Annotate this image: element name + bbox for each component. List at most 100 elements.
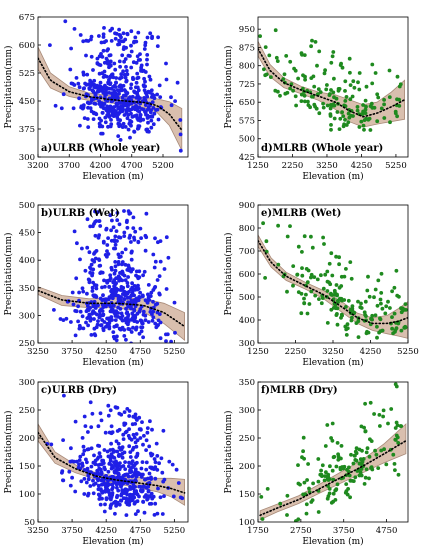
data-point xyxy=(78,257,82,262)
data-point xyxy=(116,305,120,310)
data-point xyxy=(375,335,379,340)
data-point xyxy=(115,211,120,215)
data-point xyxy=(122,209,126,213)
data-point xyxy=(355,469,360,473)
data-point xyxy=(124,320,129,325)
data-point xyxy=(350,94,355,99)
data-point xyxy=(178,132,183,137)
data-point xyxy=(325,279,330,284)
data-point xyxy=(311,74,316,79)
data-point xyxy=(120,250,125,255)
y-axis-label: Precipitation(mm) xyxy=(223,410,234,493)
data-point xyxy=(152,457,157,461)
data-point xyxy=(124,110,129,114)
data-point xyxy=(330,421,335,426)
data-point xyxy=(311,481,315,486)
data-point xyxy=(402,326,407,330)
data-point xyxy=(344,327,349,332)
data-point xyxy=(320,463,325,468)
y-tick-label: 50 xyxy=(24,518,35,528)
data-point xyxy=(114,338,119,343)
data-point xyxy=(325,103,330,108)
y-tick-label: 200 xyxy=(239,462,255,472)
data-point xyxy=(131,432,136,437)
data-point xyxy=(165,332,170,337)
data-point xyxy=(362,118,367,122)
data-point xyxy=(61,92,66,97)
data-point xyxy=(373,71,378,75)
data-point xyxy=(122,230,127,235)
data-point xyxy=(78,123,82,128)
data-point xyxy=(99,307,103,312)
data-point xyxy=(178,118,183,122)
y-tick-label: 800 xyxy=(239,62,255,72)
data-point xyxy=(86,315,91,319)
data-point xyxy=(94,112,99,117)
data-point xyxy=(394,420,399,425)
data-point xyxy=(259,495,264,499)
data-point xyxy=(351,461,356,466)
data-point xyxy=(132,489,137,494)
data-point xyxy=(386,421,390,426)
data-point xyxy=(331,455,336,460)
data-point xyxy=(138,58,143,62)
data-point xyxy=(155,92,160,97)
data-point xyxy=(379,301,383,306)
data-point xyxy=(155,107,160,112)
data-point xyxy=(149,501,154,506)
data-point xyxy=(80,314,85,319)
data-point xyxy=(129,461,134,466)
data-point xyxy=(123,125,128,129)
data-point xyxy=(105,449,110,454)
data-point xyxy=(301,435,306,440)
data-point xyxy=(112,246,116,251)
x-tick-label: 3250 xyxy=(27,347,49,357)
data-point xyxy=(78,33,83,37)
data-point xyxy=(100,318,104,322)
data-point xyxy=(101,293,105,298)
data-point xyxy=(109,466,114,471)
data-point xyxy=(113,260,118,264)
data-point xyxy=(142,76,147,81)
data-point xyxy=(309,500,314,504)
data-point xyxy=(140,293,145,298)
data-point xyxy=(331,50,336,54)
data-point xyxy=(142,88,147,93)
data-point xyxy=(335,322,340,327)
trend-line xyxy=(38,289,186,328)
data-point xyxy=(73,489,78,494)
data-point xyxy=(115,429,120,433)
data-point xyxy=(337,255,341,260)
data-point xyxy=(134,113,139,118)
data-point xyxy=(113,242,118,247)
data-point xyxy=(155,468,160,472)
data-point xyxy=(104,297,108,302)
data-point xyxy=(325,289,330,293)
y-tick-label: 525 xyxy=(19,69,35,79)
data-point xyxy=(78,326,83,330)
data-point xyxy=(85,460,89,465)
data-point xyxy=(113,268,118,273)
data-point xyxy=(397,294,401,299)
data-point xyxy=(92,78,97,83)
data-point xyxy=(112,61,117,66)
data-point xyxy=(158,336,163,341)
data-point xyxy=(113,36,118,41)
data-point xyxy=(367,476,371,481)
data-point xyxy=(104,108,109,113)
y-tick-label: 950 xyxy=(239,25,255,35)
panel-c: 3250 3750 4250 4750 5250 50 100 150 200 250 300 Ele… xyxy=(3,378,189,547)
data-point xyxy=(117,222,122,227)
data-point xyxy=(115,475,119,480)
data-point xyxy=(296,290,301,294)
data-point xyxy=(335,110,340,114)
confidence-band xyxy=(258,234,408,339)
data-point xyxy=(121,481,126,485)
data-point xyxy=(76,319,80,324)
data-point xyxy=(114,459,118,464)
data-point xyxy=(155,310,160,315)
data-point xyxy=(305,280,310,285)
data-point xyxy=(302,301,307,306)
data-point xyxy=(398,424,403,428)
data-point xyxy=(74,459,79,464)
